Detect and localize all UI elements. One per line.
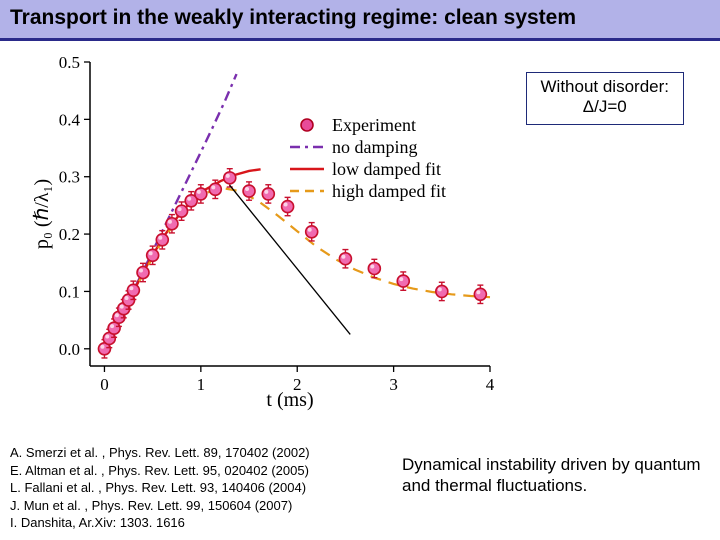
caption-text: Dynamical instability driven by quantum … bbox=[402, 455, 701, 495]
legend-label: high damped fit bbox=[332, 180, 446, 203]
svg-text:t (ms): t (ms) bbox=[266, 389, 313, 411]
svg-text:0.2: 0.2 bbox=[59, 225, 80, 244]
svg-text:0.5: 0.5 bbox=[59, 53, 80, 72]
legend-label: low damped fit bbox=[332, 158, 441, 181]
chart-svg: 012340.00.10.20.30.40.5t (ms)p₀ (ℏ/λ₁) bbox=[30, 52, 500, 412]
legend-swatch bbox=[290, 160, 324, 178]
legend-swatch bbox=[290, 116, 324, 134]
svg-text:0.4: 0.4 bbox=[59, 110, 81, 129]
references: A. Smerzi et al. , Phys. Rev. Lett. 89, … bbox=[10, 444, 310, 532]
legend-swatch bbox=[290, 138, 324, 156]
chart-container: 012340.00.10.20.30.40.5t (ms)p₀ (ℏ/λ₁) E… bbox=[30, 52, 500, 412]
legend-item: no damping bbox=[290, 136, 446, 158]
svg-text:p₀ (ℏ/λ₁): p₀ (ℏ/λ₁) bbox=[31, 179, 53, 249]
reference-line: E. Altman et al. , Phys. Rev. Lett. 95, … bbox=[10, 462, 310, 480]
legend-item: high damped fit bbox=[290, 180, 446, 202]
legend: Experimentno dampinglow damped fithigh d… bbox=[290, 114, 446, 202]
svg-text:0.1: 0.1 bbox=[59, 282, 80, 301]
slide-title-text: Transport in the weakly interacting regi… bbox=[10, 6, 576, 29]
legend-item: low damped fit bbox=[290, 158, 446, 180]
reference-line: A. Smerzi et al. , Phys. Rev. Lett. 89, … bbox=[10, 444, 310, 462]
legend-swatch bbox=[290, 182, 324, 200]
legend-label: no damping bbox=[332, 136, 418, 159]
instability-caption: Dynamical instability driven by quantum … bbox=[402, 454, 702, 497]
svg-text:4: 4 bbox=[486, 375, 495, 394]
svg-text:0.3: 0.3 bbox=[59, 168, 80, 187]
svg-text:0.0: 0.0 bbox=[59, 340, 80, 359]
reference-line: I. Danshita, Ar.Xiv: 1303. 1616 bbox=[10, 514, 310, 532]
svg-text:1: 1 bbox=[197, 375, 206, 394]
legend-item: Experiment bbox=[290, 114, 446, 136]
disorder-line1: Without disorder: bbox=[541, 77, 670, 97]
svg-text:3: 3 bbox=[389, 375, 398, 394]
disorder-box: Without disorder: Δ/J=0 bbox=[526, 72, 685, 125]
disorder-line2: Δ/J=0 bbox=[541, 97, 670, 117]
reference-line: L. Fallani et al. , Phys. Rev. Lett. 93,… bbox=[10, 479, 310, 497]
svg-text:0: 0 bbox=[100, 375, 109, 394]
reference-line: J. Mun et al. , Phys. Rev. Lett. 99, 150… bbox=[10, 497, 310, 515]
legend-label: Experiment bbox=[332, 114, 416, 137]
slide-title: Transport in the weakly interacting regi… bbox=[0, 0, 720, 41]
